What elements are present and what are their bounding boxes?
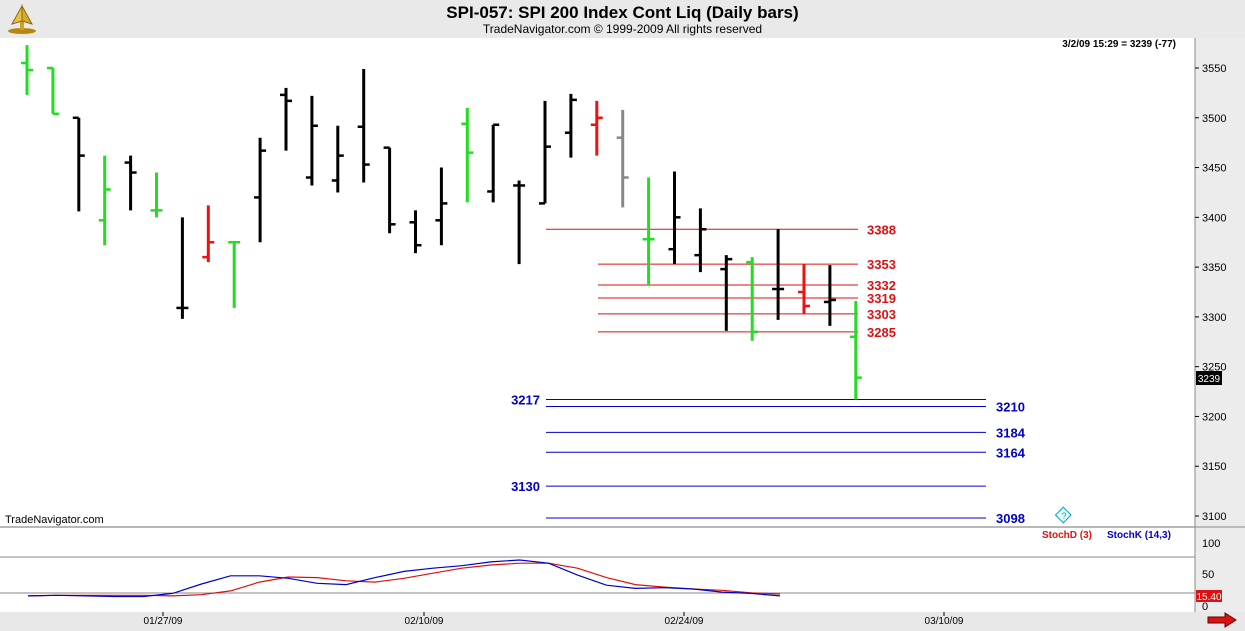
stochastic-panel bbox=[0, 528, 1195, 612]
date-tick-label: 02/10/09 bbox=[405, 616, 444, 627]
ohlc-bar[interactable] bbox=[798, 264, 810, 314]
price-tick-label: 3100 bbox=[1202, 511, 1226, 523]
ohlc-bar[interactable] bbox=[176, 217, 189, 319]
ohlc-bar[interactable] bbox=[21, 45, 33, 95]
ohlc-bar[interactable] bbox=[254, 137, 267, 243]
ohlc-bar[interactable] bbox=[461, 107, 474, 203]
stoch-tick-label: 50 bbox=[1202, 569, 1214, 581]
ohlc-bar[interactable] bbox=[590, 100, 603, 156]
stochk-legend: StochK (14,3) bbox=[1107, 530, 1171, 541]
price-tick-label: 3150 bbox=[1202, 461, 1226, 473]
last-price-label: 3239 bbox=[1198, 374, 1221, 385]
price-tick-label: 3250 bbox=[1202, 362, 1226, 374]
ohlc-bar[interactable] bbox=[564, 93, 577, 158]
date-tick-label: 01/27/09 bbox=[144, 616, 183, 627]
help-icon-glyph: ? bbox=[1061, 511, 1066, 521]
stoch-value-label: 15.40 bbox=[1196, 592, 1221, 603]
ohlc-bar[interactable] bbox=[280, 87, 292, 151]
ohlc-bar[interactable] bbox=[383, 146, 396, 234]
ohlc-bar[interactable] bbox=[98, 155, 111, 246]
support-label: 3210 bbox=[996, 399, 1025, 414]
ohlc-bar[interactable] bbox=[616, 109, 629, 208]
date-tick-label: 03/10/09 bbox=[925, 616, 964, 627]
resistance-label: 3285 bbox=[867, 325, 896, 340]
date-tick-label: 02/24/09 bbox=[665, 616, 704, 627]
ohlc-bar[interactable] bbox=[513, 180, 526, 265]
ohlc-bar[interactable] bbox=[694, 208, 707, 273]
stochk-line bbox=[27, 559, 781, 598]
support-label: 3098 bbox=[996, 511, 1025, 526]
ohlc-bar[interactable] bbox=[823, 265, 836, 326]
support-label: 3217 bbox=[511, 393, 540, 408]
price-axis-strip bbox=[1195, 38, 1245, 612]
resistance-label: 3303 bbox=[867, 307, 896, 322]
price-tick-label: 3200 bbox=[1202, 411, 1226, 423]
ohlc-bar[interactable] bbox=[435, 167, 448, 246]
resistance-label: 3332 bbox=[867, 278, 896, 293]
stoch-tick-label: 100 bbox=[1202, 538, 1220, 550]
price-tick-label: 3400 bbox=[1202, 212, 1226, 224]
title-bar bbox=[0, 0, 1245, 38]
ohlc-bar[interactable] bbox=[72, 116, 85, 212]
stoch-tick-label: 0 bbox=[1202, 601, 1208, 613]
ohlc-bar[interactable] bbox=[46, 66, 59, 116]
ohlc-bar[interactable] bbox=[202, 205, 215, 263]
ohlc-bar[interactable] bbox=[409, 210, 422, 254]
ohlc-bar[interactable] bbox=[331, 125, 344, 193]
ohlc-bar[interactable] bbox=[539, 100, 551, 205]
stochd-legend: StochD (3) bbox=[1042, 530, 1092, 541]
ohlc-bar[interactable] bbox=[305, 95, 318, 186]
ohlc-bar[interactable] bbox=[642, 177, 655, 286]
price-tick-label: 3300 bbox=[1202, 312, 1226, 324]
last-price-box bbox=[1196, 371, 1222, 385]
ohlc-bar[interactable] bbox=[487, 123, 500, 203]
status-readout: 3/2/09 15:29 = 3239 (-77) bbox=[1062, 39, 1176, 50]
ohlc-bar[interactable] bbox=[720, 255, 733, 331]
support-label: 3184 bbox=[996, 425, 1026, 440]
price-tick-label: 3450 bbox=[1202, 163, 1226, 175]
resistance-label: 3319 bbox=[867, 291, 896, 306]
trade-navigator-logo-icon bbox=[8, 4, 36, 34]
chart-subtitle: TradeNavigator.com © 1999-2009 All right… bbox=[482, 22, 763, 36]
ohlc-bar[interactable] bbox=[849, 300, 862, 400]
resistance-label: 3353 bbox=[867, 257, 896, 272]
price-tick-label: 3350 bbox=[1202, 262, 1226, 274]
chart-title: SPI-057: SPI 200 Index Cont Liq (Daily b… bbox=[446, 3, 799, 22]
ohlc-bar[interactable] bbox=[357, 68, 370, 183]
date-axis-strip bbox=[0, 612, 1245, 631]
resistance-label: 3388 bbox=[867, 222, 896, 237]
support-label: 3130 bbox=[511, 479, 540, 494]
watermark: TradeNavigator.com bbox=[5, 514, 104, 526]
support-label: 3164 bbox=[996, 445, 1026, 460]
price-tick-label: 3500 bbox=[1202, 113, 1226, 125]
ohlc-bar[interactable] bbox=[228, 240, 241, 308]
stoch-value-box bbox=[1196, 590, 1222, 602]
scroll-right-icon[interactable] bbox=[1207, 612, 1237, 628]
price-tick-label: 3550 bbox=[1202, 63, 1226, 75]
ohlc-bar[interactable] bbox=[668, 171, 681, 265]
help-icon[interactable] bbox=[1054, 506, 1072, 524]
ohlc-bar[interactable] bbox=[772, 229, 785, 320]
ohlc-bar[interactable] bbox=[746, 257, 759, 341]
ohlc-bar[interactable] bbox=[150, 172, 163, 218]
ohlc-bar[interactable] bbox=[124, 155, 137, 211]
